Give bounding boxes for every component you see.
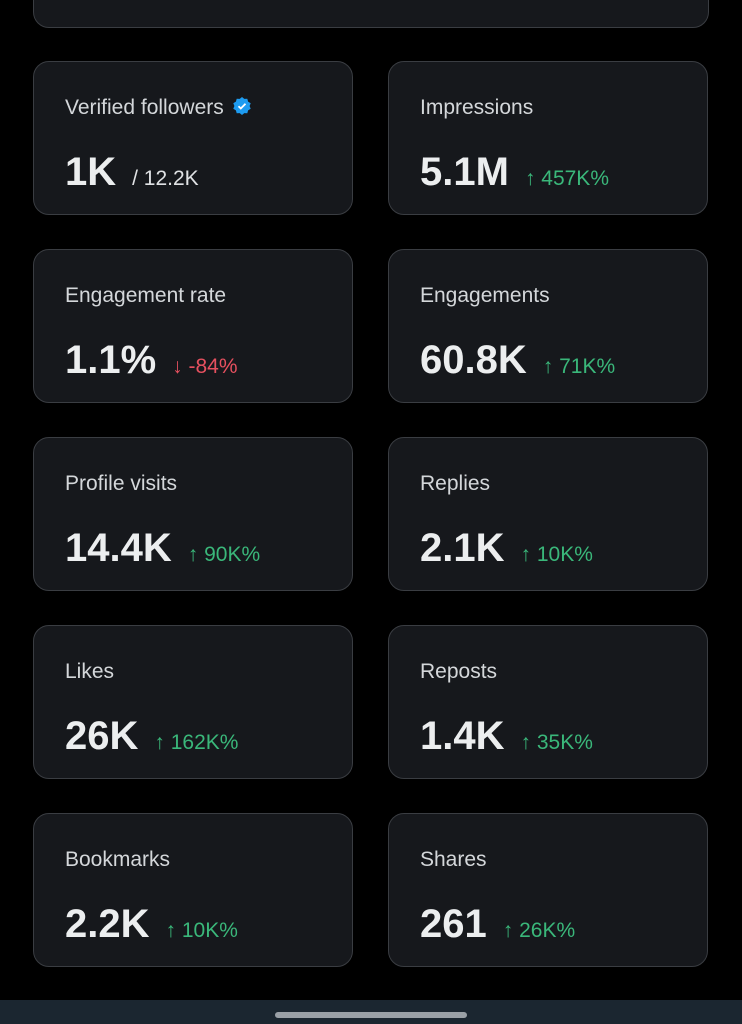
metric-change: ↑ 162K%	[154, 731, 239, 754]
metric-label-text: Engagements	[420, 284, 550, 307]
metric-change: ↑ 71K%	[542, 355, 616, 378]
metric-label-text: Impressions	[420, 96, 534, 119]
metric-row: 26K ↑ 162K%	[65, 714, 238, 759]
metric-value: 26K	[65, 714, 139, 758]
metric-label: Bookmarks	[65, 848, 170, 872]
metric-value: 2.1K	[420, 526, 505, 570]
metric-value: 60.8K	[420, 338, 527, 382]
metric-label: Verified followers	[65, 96, 252, 120]
metric-label: Engagements	[420, 284, 550, 308]
metric-label-text: Likes	[65, 660, 115, 683]
metric-row: 60.8K ↑ 71K%	[420, 338, 615, 383]
metric-label-text: Profile visits	[65, 472, 178, 495]
metric-change: ↑ 90K%	[187, 543, 261, 566]
metric-card: Verified followers 1K / 12.2K	[33, 61, 353, 215]
metric-value: 1.1%	[65, 338, 157, 382]
metric-row: 1.4K ↑ 35K%	[420, 714, 593, 759]
metric-card: Engagement rate 1.1% ↓ -84%	[33, 249, 353, 403]
metric-value: 5.1M	[420, 150, 509, 194]
metric-row: 1.1% ↓ -84%	[65, 338, 238, 383]
metric-row: 261 ↑ 26K%	[420, 902, 575, 947]
metric-card: Replies 2.1K ↑ 10K%	[388, 437, 708, 591]
metric-value: 1K	[65, 150, 117, 194]
metric-change: ↑ 10K%	[165, 919, 238, 942]
metric-row: 2.1K ↑ 10K%	[420, 526, 593, 571]
metric-row: 14.4K ↑ 90K%	[65, 526, 260, 571]
metric-card: Engagements 60.8K ↑ 71K%	[388, 249, 708, 403]
metric-change: ↑ 457K%	[524, 167, 609, 190]
metric-card: Bookmarks 2.2K ↑ 10K%	[33, 813, 353, 967]
metric-label: Impressions	[420, 96, 533, 120]
metric-change: ↓ -84%	[172, 355, 238, 378]
metric-value: 14.4K	[65, 526, 172, 570]
metric-card: Shares 261 ↑ 26K%	[388, 813, 708, 967]
metric-label-text: Reposts	[420, 660, 498, 683]
metric-label: Profile visits	[65, 472, 177, 496]
metric-label-text: Verified followers	[65, 96, 224, 119]
metric-change: ↑ 26K%	[502, 919, 576, 942]
metric-value: 2.2K	[65, 902, 150, 946]
metric-label: Shares	[420, 848, 487, 872]
metric-value: 1.4K	[420, 714, 505, 758]
metric-label-text: Replies	[420, 472, 491, 495]
navigation-bar	[0, 1000, 742, 1024]
metric-label-text: Bookmarks	[65, 848, 171, 871]
metric-label-text: Shares	[420, 848, 487, 871]
metric-label-text: Engagement rate	[65, 284, 227, 307]
metric-label: Engagement rate	[65, 284, 226, 308]
metric-label: Replies	[420, 472, 490, 496]
metric-row: 5.1M ↑ 457K%	[420, 150, 609, 195]
metric-label: Likes	[65, 660, 114, 684]
metric-row: 1K / 12.2K	[65, 150, 199, 195]
verified-badge	[233, 97, 251, 115]
metric-card: Reposts 1.4K ↑ 35K%	[388, 625, 708, 779]
metric-card: Impressions 5.1M ↑ 457K%	[388, 61, 708, 215]
chart-card	[33, 0, 709, 28]
metric-change: ↑ 10K%	[520, 543, 593, 566]
metric-row: 2.2K ↑ 10K%	[65, 902, 238, 947]
metric-change: ↑ 35K%	[520, 731, 593, 754]
metric-label: Reposts	[420, 660, 497, 684]
metric-total: / 12.2K	[132, 167, 199, 190]
metric-value: 261	[420, 902, 487, 946]
home-indicator	[275, 1012, 467, 1018]
metric-card: Likes 26K ↑ 162K%	[33, 625, 353, 779]
metric-card: Profile visits 14.4K ↑ 90K%	[33, 437, 353, 591]
